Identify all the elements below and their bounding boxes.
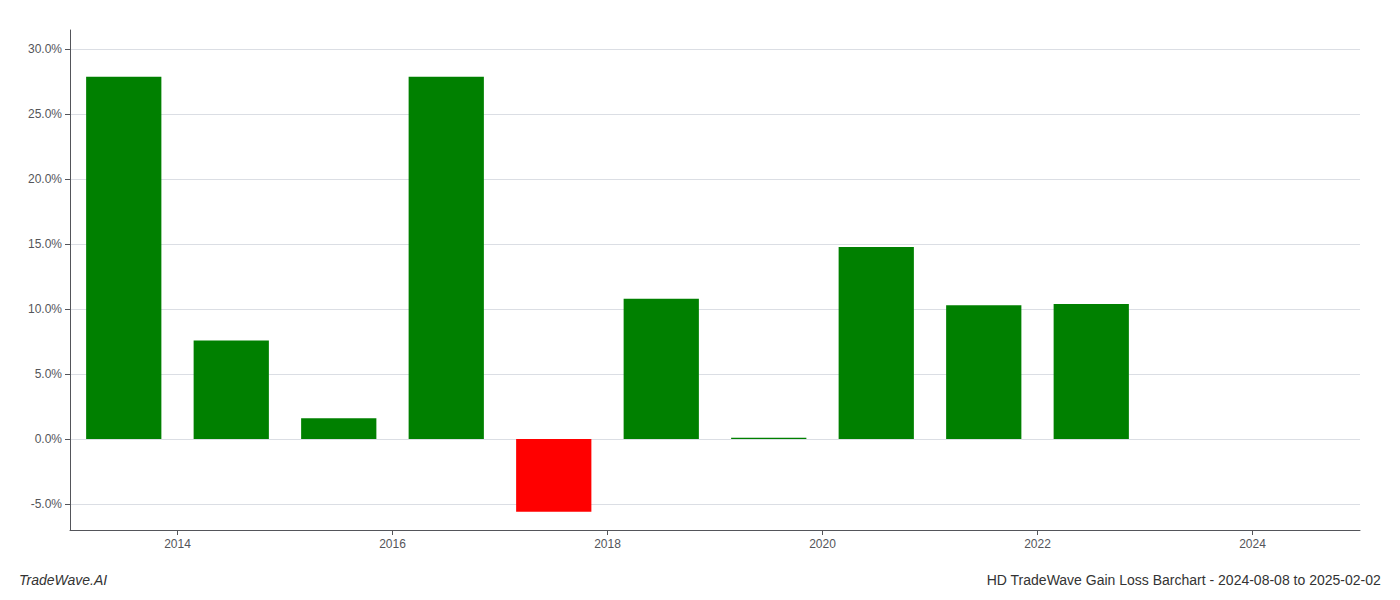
svg-text:-5.0%: -5.0%	[31, 497, 63, 511]
svg-text:2014: 2014	[164, 537, 191, 551]
svg-text:2018: 2018	[594, 537, 621, 551]
svg-text:HD TradeWave Gain Loss Barchar: HD TradeWave Gain Loss Barchart - 2024-0…	[987, 572, 1381, 588]
svg-text:0.0%: 0.0%	[35, 432, 63, 446]
svg-text:20.0%: 20.0%	[28, 172, 62, 186]
svg-text:2020: 2020	[809, 537, 836, 551]
svg-text:2016: 2016	[379, 537, 406, 551]
svg-text:2024: 2024	[1239, 537, 1266, 551]
svg-text:15.0%: 15.0%	[28, 237, 62, 251]
svg-text:TradeWave.AI: TradeWave.AI	[19, 572, 107, 588]
svg-text:10.0%: 10.0%	[28, 302, 62, 316]
svg-text:25.0%: 25.0%	[28, 107, 62, 121]
svg-text:2022: 2022	[1024, 537, 1051, 551]
svg-text:30.0%: 30.0%	[28, 42, 62, 56]
svg-text:5.0%: 5.0%	[35, 367, 63, 381]
